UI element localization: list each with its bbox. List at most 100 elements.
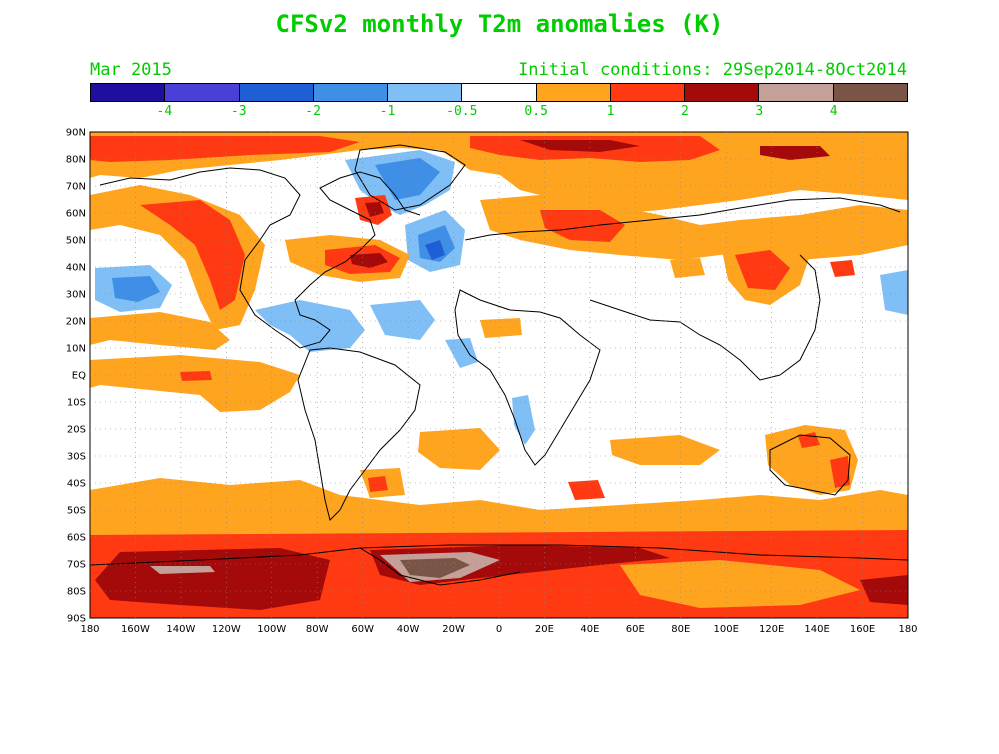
colorbar-label: 0.5 xyxy=(524,104,548,119)
warm-region-strong xyxy=(735,250,790,290)
longitude-label: 80E xyxy=(671,624,690,635)
colorbar-swatch xyxy=(536,84,611,101)
cold-region xyxy=(370,300,435,340)
longitude-label: 160W xyxy=(121,624,150,635)
latitude-label: 60S xyxy=(67,533,86,544)
cold-region xyxy=(255,300,365,352)
longitude-label: 40W xyxy=(397,624,420,635)
latitude-label: 90N xyxy=(66,128,86,139)
longitude-labels: 180 160W 140W 120W 100W 80W 60W 40W 20W 0 20E 40E 60… xyxy=(80,624,917,635)
longitude-label: 40E xyxy=(580,624,599,635)
cold-region xyxy=(375,158,440,200)
hot-spot xyxy=(95,548,330,610)
colorbar-swatch xyxy=(685,84,760,101)
colorbar-swatch xyxy=(91,84,166,101)
latitude-label: 60N xyxy=(66,209,86,220)
latitude-label: 40S xyxy=(67,479,86,490)
hot-spot xyxy=(760,146,830,160)
colorbar-swatch xyxy=(388,84,463,101)
hot-spot xyxy=(860,575,908,605)
longitude-label: 0 xyxy=(496,624,502,635)
warm-region-strong xyxy=(540,210,625,242)
colorbar-swatch xyxy=(165,84,240,101)
warm-region xyxy=(670,258,705,278)
longitude-label: 100E xyxy=(714,624,739,635)
warm-region xyxy=(90,312,230,350)
colorbar-label: 2 xyxy=(680,104,689,119)
longitude-label: 160E xyxy=(850,624,875,635)
forecast-month: Mar 2015 xyxy=(90,60,172,80)
longitude-label: 100W xyxy=(257,624,286,635)
longitude-label: 60E xyxy=(626,624,645,635)
colorbar-label: -0.5 xyxy=(446,104,478,119)
latitude-label: 70S xyxy=(67,560,86,571)
longitude-label: 60W xyxy=(351,624,374,635)
hot-spot xyxy=(520,140,640,152)
map-grid xyxy=(90,132,908,618)
hot-spot xyxy=(365,202,384,217)
colorbar-label: 4 xyxy=(829,104,838,119)
warm-region xyxy=(610,435,720,465)
colorbar-label: 1 xyxy=(606,104,615,119)
warm-region-strong xyxy=(90,136,360,162)
longitude-label: 180 xyxy=(898,624,917,635)
warm-region xyxy=(90,355,300,412)
colorbar-swatch xyxy=(313,84,389,101)
warm-region xyxy=(620,560,860,608)
warm-region-strong xyxy=(830,260,855,277)
colorbar-label: -1 xyxy=(379,104,396,119)
warm-region-strong xyxy=(180,371,212,381)
latitude-label: 30S xyxy=(67,452,86,463)
cold-region xyxy=(880,270,908,315)
warm-region-strong xyxy=(140,200,245,310)
cold-region xyxy=(112,276,160,302)
warm-region-strong xyxy=(368,476,388,492)
longitude-label: 20E xyxy=(535,624,554,635)
longitude-label: 180 xyxy=(80,624,99,635)
colorbar-label: -2 xyxy=(305,104,321,119)
chart-title: CFSv2 monthly T2m anomalies (K) xyxy=(275,10,724,38)
longitude-label: 120E xyxy=(759,624,784,635)
latitude-label: 40N xyxy=(66,263,86,274)
cold-region xyxy=(512,395,535,445)
latitude-label: 50S xyxy=(67,506,86,517)
initial-conditions: Initial conditions: 29Sep2014-8Oct2014 xyxy=(518,60,907,80)
latitude-label: 50N xyxy=(66,236,86,247)
warm-region-strong xyxy=(568,480,605,500)
cold-region xyxy=(445,338,478,368)
longitude-label: 140W xyxy=(166,624,195,635)
colorbar-swatch xyxy=(239,84,314,101)
colorbar-swatch xyxy=(759,84,834,101)
longitude-label: 120W xyxy=(212,624,241,635)
latitude-label: EQ xyxy=(72,371,86,382)
longitude-label: 20W xyxy=(442,624,465,635)
cold-region xyxy=(425,240,445,260)
colorbar-swatch xyxy=(610,84,686,101)
hot-spot xyxy=(350,253,388,268)
colorbar-labels: -4 -3 -2 -1 -0.5 0.5 1 2 3 4 xyxy=(90,104,908,120)
latitude-label: 20S xyxy=(67,425,86,436)
latitude-label: 80N xyxy=(66,155,86,166)
latitude-labels: 90N 80N 70N 60N 50N 40N 30N 20N 10N EQ 10S 20S 30S 40… xyxy=(66,128,86,625)
colorbar xyxy=(90,83,908,102)
warm-region xyxy=(90,478,908,545)
warm-region-strong xyxy=(830,456,850,488)
colorbar-label: -4 xyxy=(156,104,173,119)
colorbar-swatch xyxy=(833,84,907,101)
latitude-label: 30N xyxy=(66,290,86,301)
colorbar-label: -3 xyxy=(230,104,247,119)
longitude-label: 140E xyxy=(804,624,829,635)
coastlines xyxy=(90,144,908,586)
colorbar-label: 3 xyxy=(755,104,764,119)
extreme-spot xyxy=(400,558,470,578)
warm-region xyxy=(418,428,500,470)
latitude-label: 80S xyxy=(67,587,86,598)
latitude-label: 10S xyxy=(67,398,86,409)
longitude-label: 80W xyxy=(306,624,329,635)
latitude-label: 70N xyxy=(66,182,86,193)
latitude-label: 10N xyxy=(66,344,86,355)
extreme-spot xyxy=(150,566,215,574)
latitude-label: 90S xyxy=(67,614,86,625)
